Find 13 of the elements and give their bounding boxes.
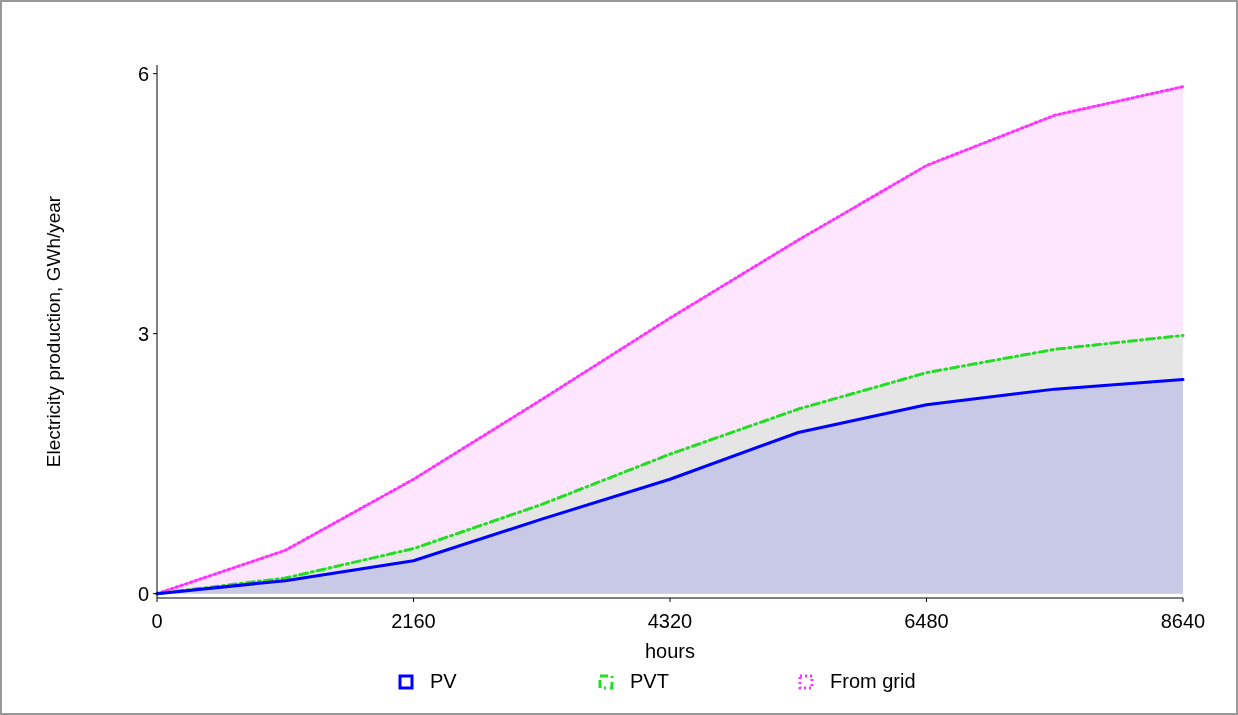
y-tick-label: 3 [137, 322, 149, 345]
y-axis-title: Electricity production, GWh/year [43, 195, 64, 468]
x-tick-label: 0 [151, 610, 163, 632]
x-tick-label: 2160 [391, 610, 436, 632]
y-tick-label: 6 [137, 62, 149, 85]
legend-label: PVT [630, 670, 669, 692]
legend-label: From grid [830, 670, 916, 692]
x-tick-label: 6480 [904, 610, 949, 632]
y-tick-label: 0 [137, 582, 149, 605]
legend-label: PV [430, 670, 458, 692]
x-tick-label: 4320 [647, 610, 693, 632]
x-axis-title: hours [644, 640, 696, 662]
x-tick-label: 8640 [1160, 610, 1206, 632]
